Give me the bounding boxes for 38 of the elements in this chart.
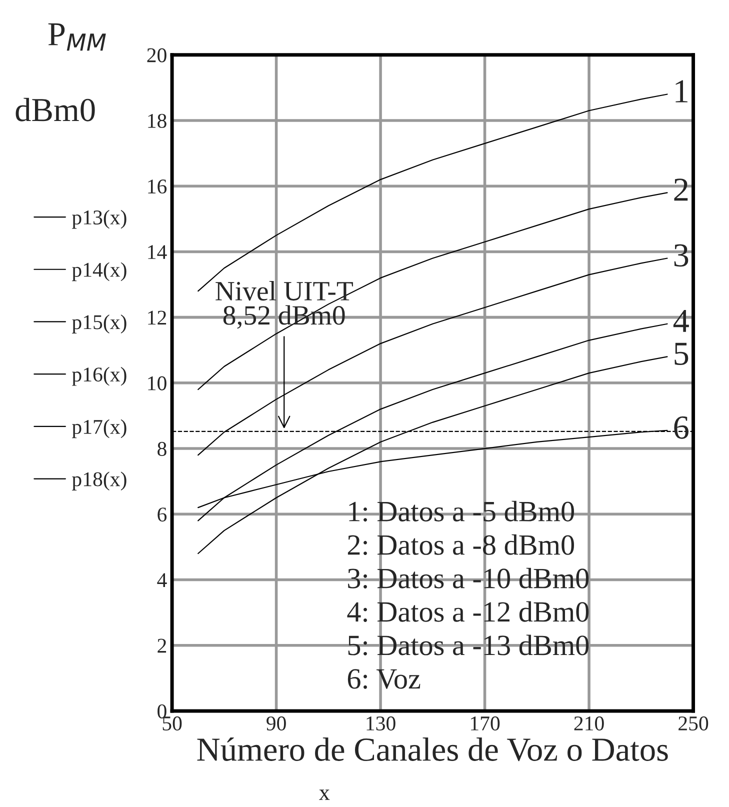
y-tick-label: 12	[148, 310, 166, 325]
x-tick-label: 130	[366, 716, 396, 730]
annotation: 3: Datos a -10 dBm0	[348, 568, 589, 588]
annotation: 6: Voz	[348, 669, 420, 689]
annotation: 5: Datos a -13 dBm0	[348, 634, 589, 656]
annotation: 1	[676, 80, 688, 102]
legend-label: p15(x)	[72, 314, 126, 334]
annotation: 3	[674, 244, 688, 267]
legend-label: p14(x)	[72, 262, 126, 282]
legend-label: p17(x)	[72, 419, 126, 438]
y-tick-label: 4	[157, 573, 167, 587]
legend-label: p13(x)	[72, 210, 126, 229]
y-tick-label: 18	[148, 114, 166, 128]
legend-label: p16(x)	[72, 366, 126, 386]
line-series	[198, 192, 668, 390]
x-tick-label: 50	[162, 716, 182, 730]
annotation: 2: Datos a -8 dBm0	[348, 534, 574, 556]
annotation: 1: Datos a -5 dBm0	[349, 500, 574, 522]
legend-label: p18(x)	[72, 472, 126, 491]
x-tick-label: 90	[266, 716, 286, 730]
y-tick-label: 8	[158, 442, 166, 456]
x-tick-label: 250	[678, 716, 708, 730]
y-tick-label: 20	[147, 48, 166, 62]
y-tick-label: 2	[158, 638, 166, 653]
text: P$_{MM}$ dBm0	[16, 23, 106, 122]
annotation: 4: Datos a -12 dBm0	[347, 601, 589, 622]
x-tick-label: 210	[574, 716, 604, 730]
y-tick-label: 10	[148, 376, 166, 390]
annotation: 2	[674, 178, 688, 201]
x-axis-title: Número de Canales de Voz o Datos	[197, 737, 668, 762]
annotation: 5	[674, 342, 688, 366]
x-tick-label: 170	[470, 716, 500, 730]
y-tick-label: 16	[148, 180, 167, 194]
y-tick-label: 6	[158, 508, 167, 522]
y-tick-label: 0	[158, 704, 166, 718]
y-tick-label: 14	[148, 245, 167, 259]
text: x	[319, 790, 330, 800]
annotation: 4	[673, 310, 689, 332]
